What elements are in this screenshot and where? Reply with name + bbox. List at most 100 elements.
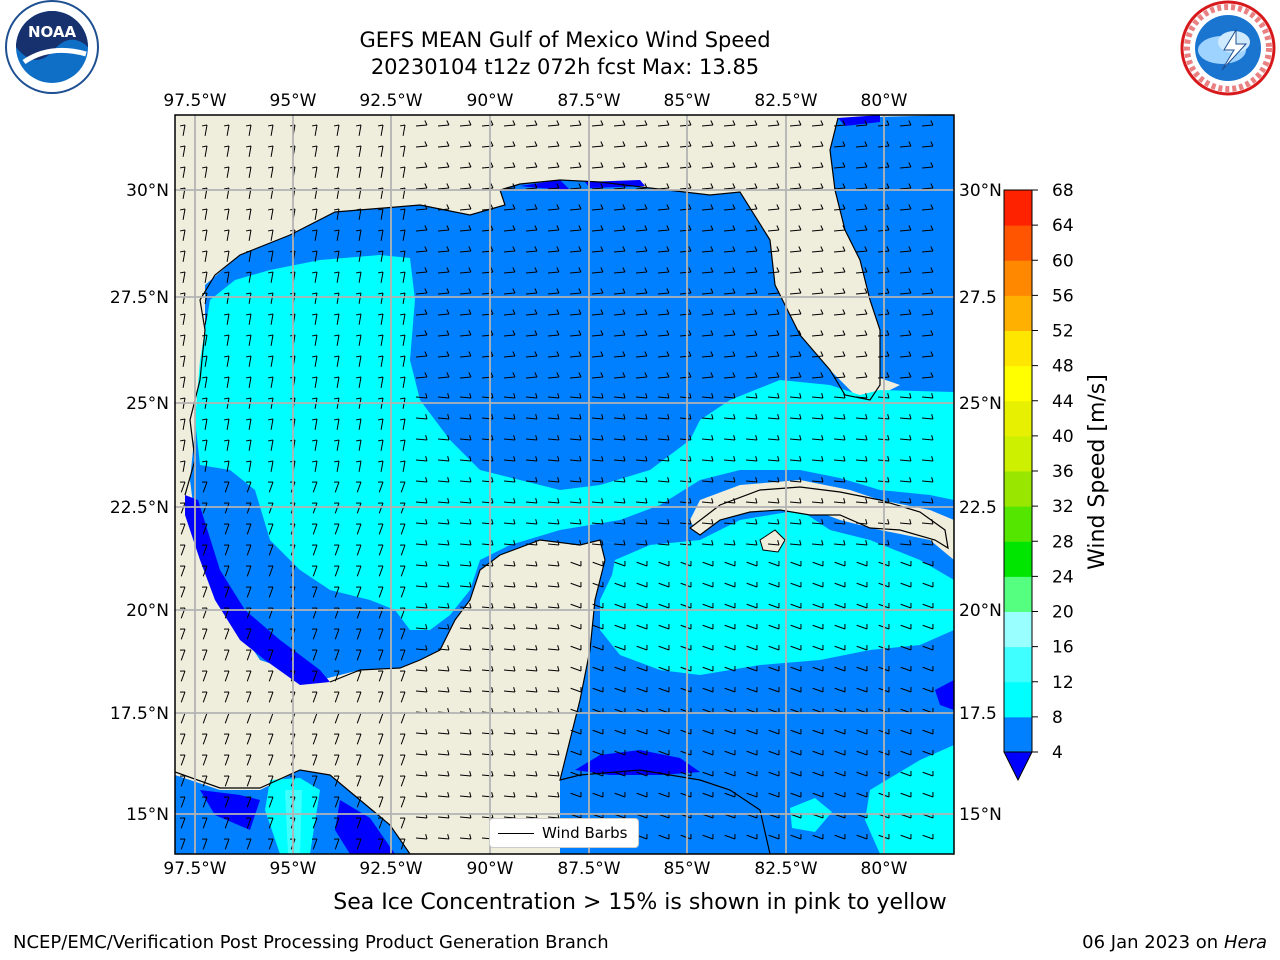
wind-barb	[812, 686, 824, 693]
wind-barb	[267, 691, 274, 703]
wind-barb	[723, 330, 736, 337]
wind-barb	[223, 733, 230, 745]
wind-barb	[789, 309, 802, 316]
wind-barb	[245, 670, 252, 682]
wind-barb	[723, 519, 736, 525]
wind-barb	[680, 623, 692, 630]
wind-barb	[311, 649, 318, 661]
wind-barb	[591, 393, 604, 399]
wind-barb	[833, 519, 846, 525]
wind-barb	[179, 502, 186, 514]
wind-barb	[267, 481, 274, 493]
wind-barb	[569, 393, 582, 399]
wind-barb	[812, 791, 824, 798]
wind-barb	[635, 330, 648, 337]
wind-barb	[399, 376, 406, 388]
wind-barb	[745, 309, 758, 316]
wind-barb	[900, 560, 912, 567]
calm-west-coast	[185, 495, 330, 685]
wind-barb	[525, 204, 538, 211]
wind-barb	[459, 771, 472, 777]
wind-barb	[570, 644, 582, 651]
wind-barb	[179, 355, 186, 367]
wind-barb	[355, 292, 362, 304]
wind-barb	[658, 749, 670, 756]
wind-barb	[459, 519, 472, 525]
wind-barb	[789, 456, 802, 462]
wind-barb	[635, 120, 648, 127]
wind-barb	[724, 749, 736, 756]
wind-barb	[377, 229, 384, 241]
wind-barb	[377, 208, 384, 220]
wind-barb	[267, 271, 274, 283]
wind-barb	[591, 372, 604, 379]
wind-barb	[658, 644, 670, 651]
wind-barb	[922, 560, 934, 567]
wind-barb	[790, 665, 802, 672]
wind-barb	[701, 372, 714, 379]
wind-barb	[459, 729, 472, 735]
wind-barb	[333, 334, 340, 346]
wind-barb	[679, 414, 692, 420]
wind-barb	[569, 246, 582, 253]
wind-barb	[723, 141, 736, 148]
noaa-logo-text: NOAA	[28, 23, 77, 41]
wind-barb	[921, 393, 934, 399]
wind-barb	[767, 225, 780, 232]
wind-barb	[899, 519, 912, 525]
wind-barb	[790, 602, 802, 609]
wind-barb	[437, 414, 450, 420]
wind-barb	[333, 796, 340, 808]
wind-barb	[333, 145, 340, 157]
wind-barb	[267, 418, 274, 430]
wind-barb	[900, 644, 912, 651]
wind-barb	[267, 229, 274, 241]
wind-barb	[592, 749, 604, 756]
caribbean-calm	[575, 750, 700, 775]
wind-barb	[223, 838, 230, 850]
wind-barb	[635, 477, 648, 483]
wind-barb	[525, 183, 538, 190]
wind-barb	[591, 309, 604, 316]
wind-barb	[245, 166, 252, 178]
wind-barb	[481, 624, 494, 630]
wind-barb	[899, 120, 912, 127]
wind-barb	[899, 540, 912, 546]
wind-barb	[570, 560, 582, 567]
wind-barb	[745, 288, 758, 295]
wind-barb	[657, 372, 670, 379]
wind-barb	[833, 477, 846, 483]
wind-barb	[481, 351, 494, 358]
wind-barb	[547, 372, 560, 379]
wind-barb	[790, 749, 802, 756]
wind-barb	[614, 581, 626, 588]
wind-barb	[355, 523, 362, 535]
wind-barb	[613, 309, 626, 316]
wind-barb	[833, 540, 846, 546]
wind-barb	[657, 477, 670, 483]
wind-barb	[245, 355, 252, 367]
wind-barb	[179, 124, 186, 136]
wind-barb	[481, 603, 494, 609]
fresh-wind-west	[195, 255, 954, 630]
wind-barb	[833, 498, 846, 504]
wind-barb	[899, 435, 912, 441]
wind-barb	[723, 540, 736, 546]
wind-barb	[745, 456, 758, 462]
wind-barb	[415, 582, 428, 588]
wind-barb	[614, 686, 626, 693]
wind-barb	[223, 649, 230, 661]
wind-barb	[437, 498, 450, 504]
wind-barb	[311, 754, 318, 766]
wind-barb	[723, 225, 736, 232]
colorbar-segment	[1004, 260, 1032, 296]
wind-barb	[613, 540, 626, 546]
wind-barb	[377, 166, 384, 178]
wind-barb	[267, 817, 274, 829]
wind-barb	[746, 665, 758, 672]
wind-barb	[922, 665, 934, 672]
wind-barb	[547, 288, 560, 295]
wind-barb	[811, 519, 824, 525]
wind-barb	[591, 120, 604, 127]
